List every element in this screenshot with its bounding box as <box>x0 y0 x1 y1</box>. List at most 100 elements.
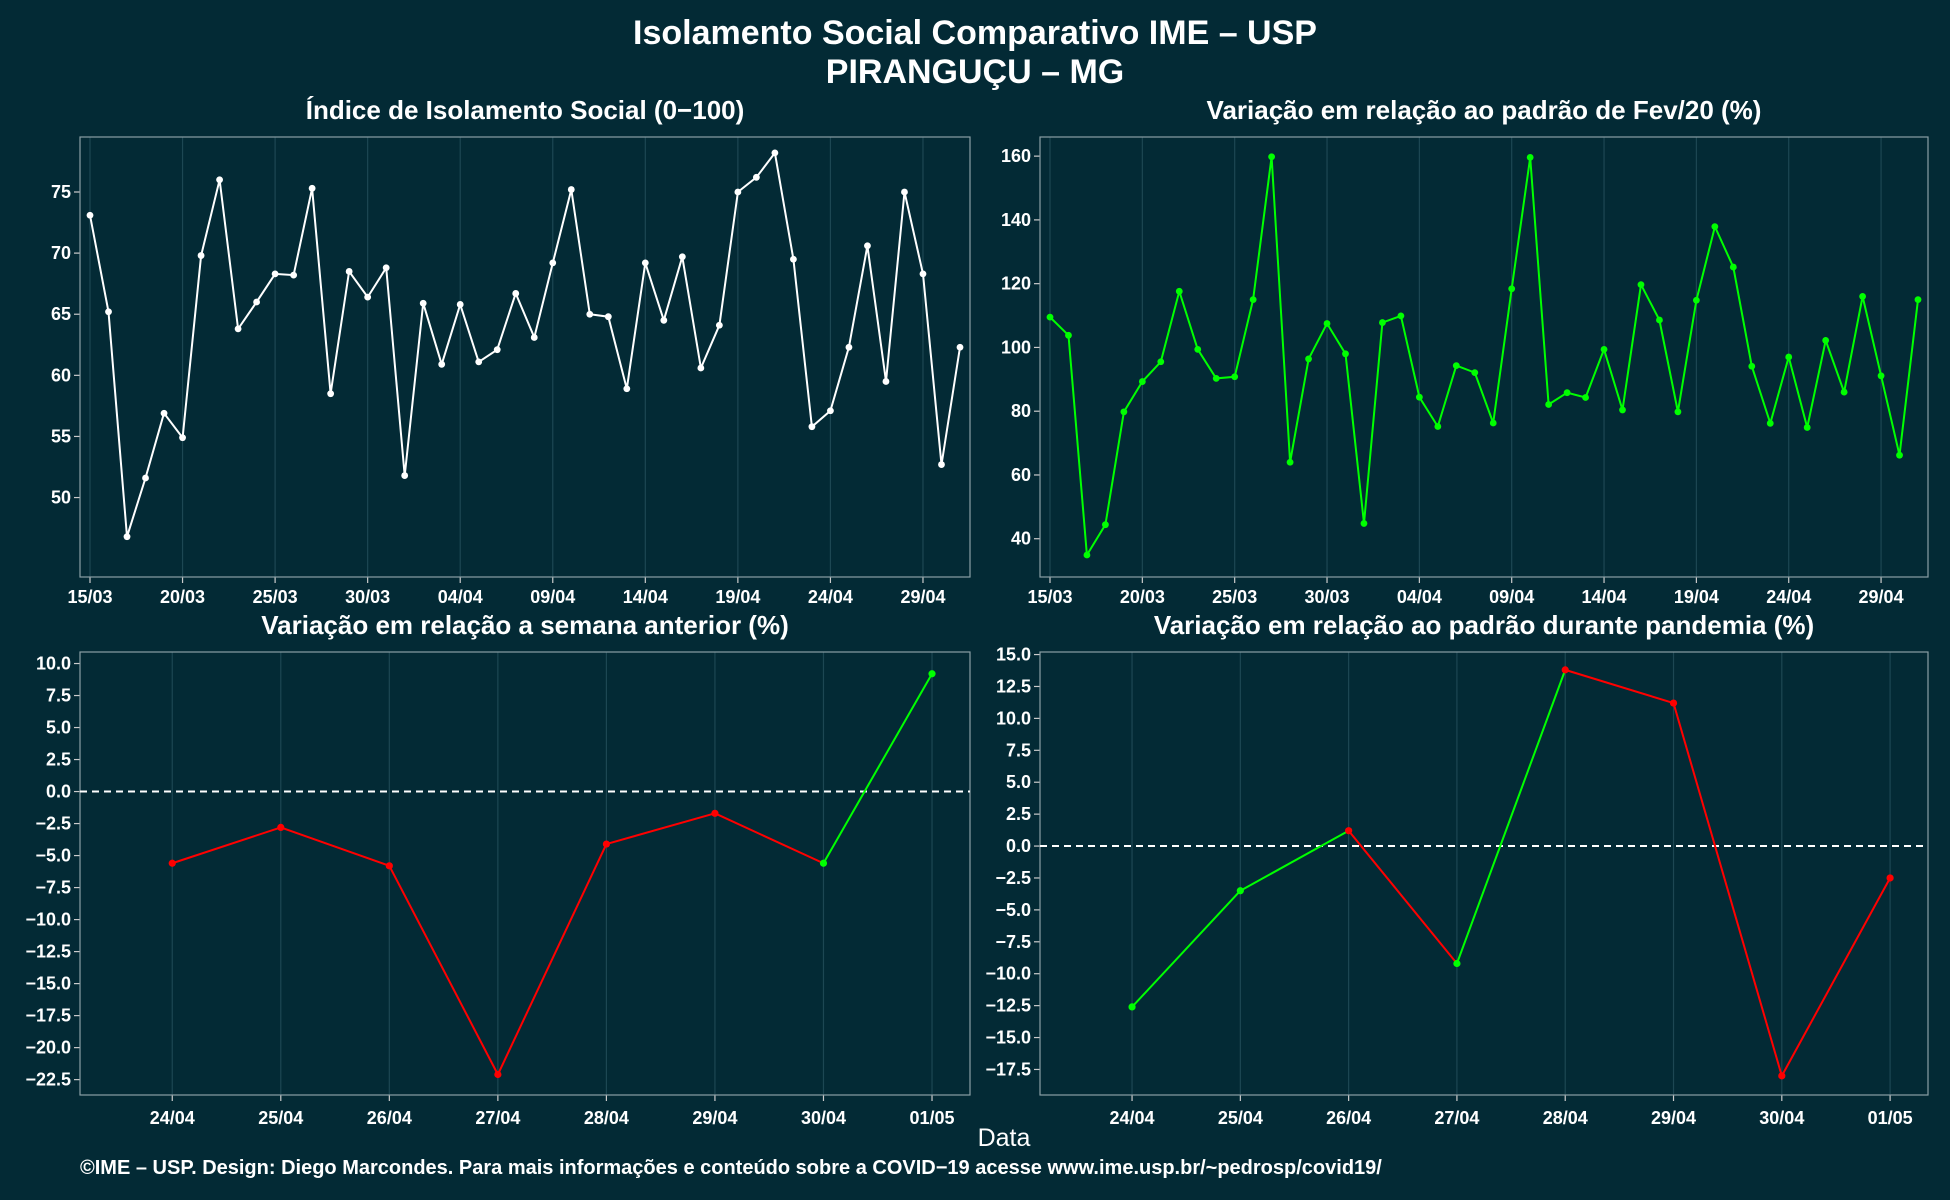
data-point <box>253 298 260 306</box>
data-point <box>438 360 446 368</box>
data-point <box>1268 153 1276 161</box>
chart-panel-1: Índice de Isolamento Social (0−100) 15/03… <box>51 95 971 607</box>
y-tick-label: 0.0 <box>1006 836 1031 856</box>
data-point <box>1212 374 1220 382</box>
series-segment <box>388 865 499 1075</box>
data-point <box>1120 408 1128 416</box>
data-point <box>827 407 834 415</box>
data-point <box>1674 408 1682 416</box>
x-tick-label: 29/04 <box>1859 587 1904 607</box>
x-tick-label: 26/04 <box>367 1108 412 1128</box>
data-point <box>1194 345 1202 353</box>
y-tick-label: 60 <box>51 365 71 385</box>
chart-panel-3: Variação em relação a semana anterior (%… <box>25 610 971 1128</box>
data-point <box>1656 316 1663 324</box>
data-point <box>1157 358 1165 366</box>
data-point <box>901 188 908 196</box>
x-tick-label: 28/04 <box>1543 1108 1588 1128</box>
y-tick-label: −15.0 <box>25 974 71 994</box>
series-segment <box>606 812 716 846</box>
data-point <box>919 270 927 278</box>
data-point <box>1345 827 1353 835</box>
series-segment <box>1455 669 1567 964</box>
data-point <box>1582 394 1589 401</box>
y-tick-label: −22.5 <box>25 1070 71 1090</box>
data-point <box>1323 320 1331 327</box>
data-point <box>234 325 242 333</box>
data-point <box>641 259 649 267</box>
data-point <box>567 186 575 193</box>
data-point <box>956 343 964 351</box>
data-point <box>715 321 723 329</box>
data-point <box>1561 666 1569 674</box>
y-tick-label: 7.5 <box>1006 740 1031 760</box>
y-tick-label: 5.0 <box>46 718 71 738</box>
data-point <box>1766 419 1774 427</box>
x-tick-label: 24/04 <box>808 587 853 607</box>
data-point <box>401 472 409 479</box>
data-point <box>864 242 871 250</box>
data-point <box>1729 263 1737 271</box>
data-point <box>1692 296 1700 304</box>
x-tick-label: 14/04 <box>1582 587 1627 607</box>
data-point <box>1748 362 1756 370</box>
y-tick-label: −10.0 <box>985 964 1031 984</box>
data-point <box>216 176 223 184</box>
y-tick-label: 140 <box>1001 210 1031 230</box>
data-point <box>160 409 168 417</box>
data-point <box>1637 281 1645 289</box>
x-tick-label: 15/03 <box>67 587 112 607</box>
data-point <box>790 255 797 263</box>
x-tick-label: 30/03 <box>345 587 390 607</box>
series-segment <box>1131 890 1242 1008</box>
x-tick-label: 25/03 <box>253 587 298 607</box>
data-point <box>845 343 853 351</box>
data-point <box>277 823 285 832</box>
y-tick-label: 80 <box>1011 401 1031 421</box>
data-point <box>1489 419 1497 427</box>
data-point <box>1415 393 1423 401</box>
data-point <box>660 316 668 324</box>
data-point <box>1434 423 1442 430</box>
y-tick-label: −17.5 <box>25 1006 71 1026</box>
x-tick-label: 29/04 <box>1651 1108 1696 1128</box>
main-title-line1: Isolamento Social Comparativo IME – USP <box>633 14 1317 52</box>
y-tick-label: 15.0 <box>996 645 1031 665</box>
series-line <box>1049 156 1919 559</box>
x-tick-label: 24/04 <box>150 1108 195 1128</box>
data-point <box>1822 337 1830 344</box>
data-point <box>105 308 112 316</box>
data-point <box>1896 451 1903 459</box>
y-tick-label: 50 <box>51 488 71 508</box>
data-point <box>1508 285 1516 293</box>
series-segment <box>1347 830 1458 965</box>
y-tick-label: −7.5 <box>35 878 71 898</box>
data-point <box>1778 1072 1786 1080</box>
panel-title: Índice de Isolamento Social (0−100) <box>306 95 745 125</box>
series-segment <box>1672 702 1783 1077</box>
y-tick-label: −17.5 <box>985 1059 1031 1079</box>
x-tick-label: 01/05 <box>909 1108 954 1128</box>
data-point <box>602 840 611 848</box>
x-tick-label: 27/04 <box>475 1108 520 1128</box>
x-tick-label: 09/04 <box>530 587 575 607</box>
main-title-line2: PIRANGUÇU – MG <box>825 53 1125 91</box>
data-point <box>419 299 427 307</box>
data-point <box>179 434 186 442</box>
data-point <box>142 474 149 482</box>
x-tick-label: 28/04 <box>584 1108 629 1128</box>
data-point <box>1236 887 1244 895</box>
x-tick-label: 26/04 <box>1326 1108 1371 1128</box>
data-point <box>1619 406 1626 414</box>
y-tick-label: 10.0 <box>36 654 71 674</box>
data-point <box>197 252 205 259</box>
data-point <box>586 310 594 318</box>
data-point <box>1471 369 1479 377</box>
data-point <box>1886 874 1894 882</box>
data-point <box>1914 296 1922 304</box>
y-tick-label: −5.0 <box>995 900 1031 920</box>
data-point <box>512 290 520 297</box>
data-point <box>1138 378 1146 385</box>
y-tick-label: 160 <box>1001 146 1031 166</box>
